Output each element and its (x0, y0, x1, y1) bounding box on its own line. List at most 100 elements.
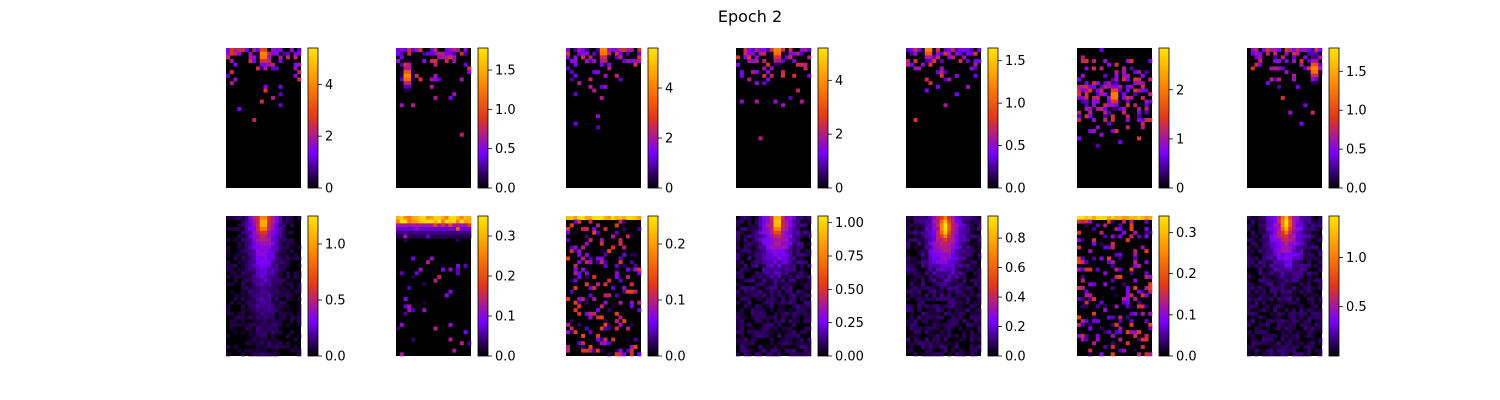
heatmap-cell (788, 55, 793, 60)
heatmap-cell (1280, 66, 1285, 71)
heatmap-cell (947, 293, 952, 298)
heatmap-cell (263, 88, 268, 93)
heatmap-cell (807, 274, 812, 279)
heatmap-cell (932, 311, 937, 316)
heatmap-cell (736, 55, 741, 60)
heatmap-cell (622, 59, 627, 64)
heatmap-cell (233, 216, 238, 220)
heatmap-cell (588, 286, 593, 290)
heatmap-cell (758, 308, 763, 313)
heatmap-cell (1133, 70, 1138, 75)
heatmap-cell (1265, 252, 1270, 257)
heatmap-cell (1125, 289, 1130, 294)
heatmap-cell (1303, 344, 1308, 349)
heatmap-cell (751, 223, 756, 228)
heatmap-cell (906, 263, 911, 268)
heatmap-cell (1107, 216, 1112, 220)
heatmap-cell (966, 260, 971, 265)
heatmap-cell (274, 337, 279, 342)
heatmap-cell (792, 249, 797, 254)
heatmap-cell (429, 48, 434, 52)
heatmap-image (1247, 48, 1323, 188)
heatmap-cell (1250, 260, 1255, 265)
heatmap-cell (947, 297, 952, 302)
heatmap-cell (1307, 48, 1312, 52)
heatmap-cell (951, 289, 956, 294)
heatmap-cell (1088, 88, 1093, 93)
heatmap-cell (758, 256, 763, 261)
heatmap-cell (459, 341, 464, 346)
heatmap-cell (1107, 99, 1112, 104)
heatmap-cell (1265, 216, 1270, 220)
heatmap-cell (229, 51, 234, 56)
heatmap-cell (1295, 300, 1300, 305)
heatmap-cell (962, 308, 967, 313)
heatmap-cell (977, 274, 982, 279)
heatmap-cell (1247, 227, 1252, 232)
heatmap-cell (954, 278, 959, 283)
heatmap-cell (418, 223, 423, 228)
heatmap-cell (1307, 271, 1312, 276)
colorbar-tick-label: 0.1 (495, 310, 516, 325)
heatmap-cell (1280, 245, 1285, 250)
heatmap-cell (928, 245, 933, 250)
heatmap-cell (1114, 274, 1119, 279)
heatmap-cell (1310, 271, 1315, 276)
heatmap-cell (1292, 77, 1297, 82)
heatmap-cell (781, 73, 786, 78)
heatmap-cell (592, 230, 597, 235)
heatmap-cell (788, 230, 793, 235)
heatmap-cell (637, 51, 642, 56)
heatmap-cell (293, 62, 298, 67)
heatmap-cell (1292, 263, 1297, 268)
heatmap-cell (743, 337, 748, 342)
heatmap-cell (781, 48, 786, 52)
heatmap-cell (796, 352, 801, 357)
heatmap-cell (792, 219, 797, 224)
heatmap-cell (1292, 73, 1297, 78)
heatmap-cell (297, 286, 302, 290)
heatmap-cell (618, 216, 623, 220)
heatmap-cell (278, 260, 283, 265)
heatmap-cell (788, 219, 793, 224)
heatmap-cell (751, 341, 756, 346)
heatmap-cell (1269, 286, 1274, 290)
heatmap-cell (973, 260, 978, 265)
heatmap-cell (736, 249, 741, 254)
heatmap-cell (1277, 300, 1282, 305)
heatmap-cell (248, 293, 253, 298)
heatmap-cell (1137, 106, 1142, 111)
heatmap-cell (263, 337, 268, 342)
heatmap-cell (1254, 341, 1259, 346)
heatmap-cell (939, 238, 944, 243)
heatmap-cell (799, 245, 804, 250)
heatmap-cell (1310, 263, 1315, 268)
heatmap-cell (1318, 326, 1323, 331)
heatmap-cell (951, 249, 956, 254)
heatmap-cell (1280, 344, 1285, 349)
heatmap-cell (966, 319, 971, 324)
heatmap-cell (611, 245, 616, 250)
heatmap-cell (909, 348, 914, 353)
heatmap-cell (1107, 245, 1112, 250)
heatmap-cell (1095, 106, 1100, 111)
colorbar-tick-label: 1.5 (495, 64, 516, 79)
heatmap-cell (1295, 227, 1300, 232)
heatmap-cell (743, 267, 748, 272)
heatmap-cell (1269, 333, 1274, 338)
heatmap-cell (969, 330, 974, 335)
heatmap-cell (467, 227, 472, 232)
heatmap-cell (259, 271, 264, 276)
heatmap-cell (958, 282, 963, 287)
heatmap-cell (1277, 238, 1282, 243)
heatmap-cell (1277, 315, 1282, 320)
heatmap-cell (799, 241, 804, 246)
heatmap-cell (588, 55, 593, 60)
heatmap-cell (739, 293, 744, 298)
heatmap-cell (297, 271, 302, 276)
heatmap-cell (463, 330, 468, 335)
heatmap-cell (799, 99, 804, 104)
heatmap-cell (267, 62, 272, 67)
heatmap-cell (599, 238, 604, 243)
heatmap-cell (951, 48, 956, 52)
